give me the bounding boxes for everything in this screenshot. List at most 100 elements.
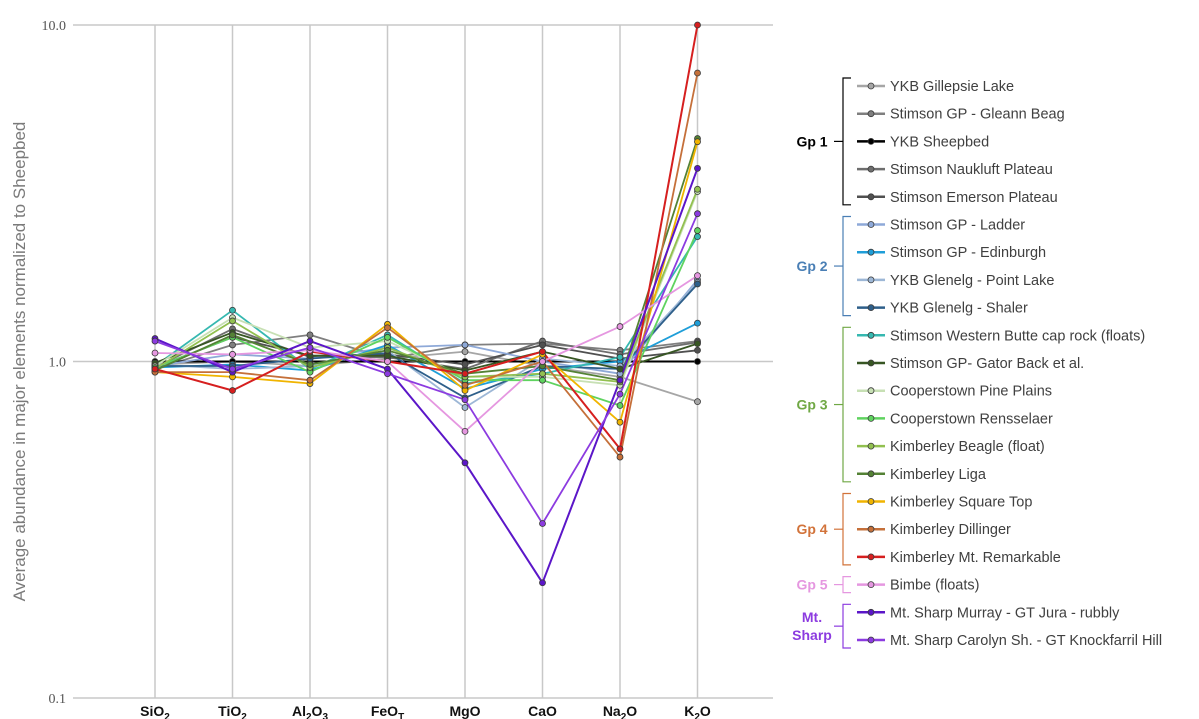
data-point bbox=[229, 317, 236, 325]
data-point bbox=[539, 370, 546, 378]
group-bracket bbox=[842, 603, 851, 649]
legend-entry: Kimberley Beagle (float) bbox=[890, 439, 1045, 455]
data-point bbox=[384, 352, 391, 360]
x-tick-label: MgO bbox=[449, 703, 480, 719]
legend-swatch-marker bbox=[867, 331, 875, 339]
group-bracket bbox=[842, 215, 851, 317]
group-label: Gp 1 bbox=[796, 133, 827, 149]
series-line bbox=[154, 281, 699, 409]
series-points bbox=[151, 21, 701, 587]
legend-swatch-marker bbox=[867, 137, 875, 145]
x-tick-label: Al2O3 bbox=[292, 703, 328, 719]
legend-entry: Bimbe (floats) bbox=[890, 578, 979, 594]
data-point bbox=[694, 319, 701, 327]
data-point bbox=[461, 427, 469, 435]
data-point bbox=[694, 164, 701, 172]
legend-swatch-marker bbox=[867, 414, 875, 422]
axis-labels: Average abundance in major elements norm… bbox=[10, 122, 29, 602]
data-point bbox=[694, 21, 701, 29]
legend-entry: YKB Sheepbed bbox=[890, 134, 989, 150]
x-tick-label: SiO2 bbox=[140, 703, 170, 719]
data-point bbox=[229, 365, 236, 373]
group-label: Mt. Sharp bbox=[792, 609, 832, 643]
group-bracket bbox=[842, 492, 851, 566]
data-point bbox=[461, 341, 469, 349]
group-label: Gp 4 bbox=[796, 521, 827, 537]
x-tick-label: K2O bbox=[684, 703, 711, 719]
data-point bbox=[461, 348, 469, 356]
group-label: Gp 5 bbox=[796, 577, 827, 593]
x-tick-label: TiO2 bbox=[218, 703, 247, 719]
data-point bbox=[694, 346, 701, 354]
data-point bbox=[384, 370, 391, 378]
group-label: Gp 2 bbox=[796, 258, 827, 274]
data-point bbox=[461, 381, 469, 389]
data-point bbox=[461, 370, 469, 378]
y-tick-labels: 0.1 1.0 10.0 bbox=[42, 19, 67, 707]
data-point bbox=[616, 402, 624, 409]
data-point bbox=[616, 323, 624, 330]
legend-swatch-marker bbox=[867, 636, 875, 644]
data-point bbox=[539, 358, 546, 365]
series-line bbox=[155, 72, 699, 459]
x-tick-label: CaO bbox=[528, 703, 557, 719]
legend-swatch-marker bbox=[867, 359, 875, 367]
y-tick-label: 10.0 bbox=[42, 19, 67, 34]
legend-entry: Stimson GP - Gleann Beag bbox=[890, 107, 1065, 123]
data-point bbox=[539, 579, 546, 587]
legend-swatch-marker bbox=[867, 442, 875, 450]
legend-swatch-marker bbox=[867, 304, 875, 312]
data-point bbox=[306, 337, 314, 345]
data-point bbox=[539, 520, 546, 527]
legend-swatch-marker bbox=[867, 525, 875, 533]
data-point bbox=[384, 358, 391, 365]
data-point bbox=[229, 331, 236, 339]
series-line bbox=[154, 138, 699, 382]
data-point bbox=[151, 349, 159, 357]
data-point bbox=[151, 365, 159, 373]
legend-entry: Stimson GP - Edinburgh bbox=[890, 245, 1046, 261]
data-point bbox=[539, 376, 546, 384]
legend-entry: Stimson Western Butte cap rock (floats) bbox=[890, 328, 1145, 344]
data-point bbox=[384, 324, 391, 332]
legend-swatch-marker bbox=[867, 276, 875, 284]
data-point bbox=[229, 387, 236, 394]
data-point bbox=[694, 210, 701, 218]
legend-entry: Cooperstown Rensselaer bbox=[890, 411, 1053, 427]
data-point bbox=[694, 227, 701, 234]
legend-swatch-marker bbox=[867, 608, 875, 616]
legend-swatch-marker bbox=[867, 221, 875, 228]
legend-entry: Kimberley Dillinger bbox=[890, 522, 1011, 538]
data-point bbox=[539, 348, 546, 356]
series-lines bbox=[154, 24, 699, 584]
data-point bbox=[461, 396, 469, 404]
data-point bbox=[229, 341, 236, 349]
legend-entry: Stimson GP - Ladder bbox=[890, 218, 1025, 234]
legend-swatch-marker bbox=[867, 387, 875, 395]
data-point bbox=[306, 331, 314, 339]
series-line bbox=[154, 230, 699, 407]
legend-entry: Cooperstown Pine Plains bbox=[890, 384, 1052, 400]
x-tick-labels: SiO2 TiO2 Al2O3 FeOT MgO CaO Na2O K2O bbox=[140, 703, 711, 719]
legend-swatch-marker bbox=[867, 248, 875, 256]
legend-entry: Kimberley Mt. Remarkable bbox=[890, 550, 1061, 566]
legend-entry: Kimberley Square Top bbox=[890, 495, 1032, 511]
data-point bbox=[461, 404, 469, 411]
data-point bbox=[384, 346, 391, 354]
data-point bbox=[694, 185, 701, 193]
data-point bbox=[306, 376, 314, 384]
y-tick-label: 0.1 bbox=[49, 692, 67, 707]
legend-entry: Stimson GP- Gator Back et al. bbox=[890, 356, 1084, 372]
legend-groups: Gp 1 Gp 2 Gp 3 Gp 4 Gp 5 Mt. Sharp bbox=[792, 77, 851, 649]
data-point bbox=[694, 398, 701, 406]
series-line bbox=[154, 279, 699, 375]
legend-swatch-marker bbox=[867, 581, 875, 588]
legend-entry: Stimson Naukluft Plateau bbox=[890, 162, 1053, 178]
legend: YKB Gillepsie Lake Stimson GP - Gleann Be… bbox=[857, 79, 1162, 649]
legend-entry: YKB Glenelg - Point Lake bbox=[890, 273, 1054, 289]
x-tick-label: FeOT bbox=[371, 703, 404, 719]
legend-entry: YKB Glenelg - Shaler bbox=[890, 301, 1028, 317]
data-point bbox=[616, 453, 624, 461]
y-tick-label: 1.0 bbox=[49, 356, 67, 371]
